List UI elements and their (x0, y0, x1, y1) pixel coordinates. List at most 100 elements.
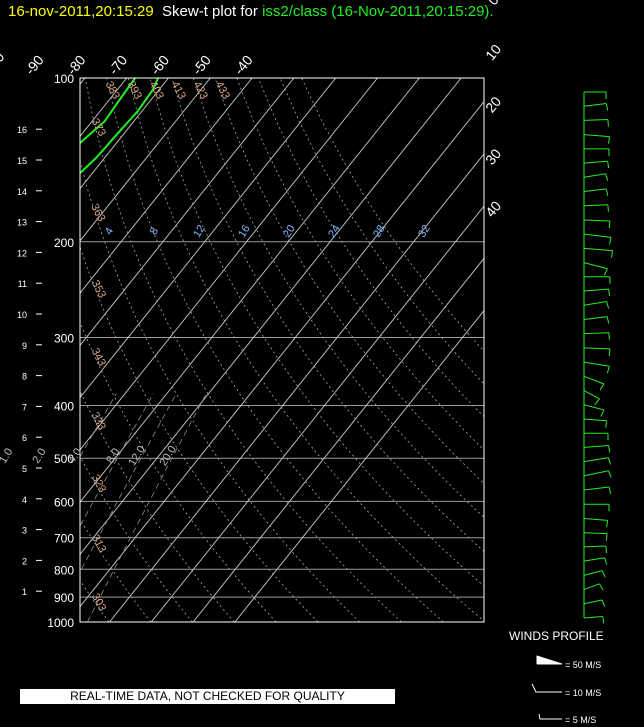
wind-barb-flag (608, 332, 610, 340)
wind-barb (583, 470, 609, 477)
isotherm-line (234, 309, 484, 622)
wind-barb-flag (605, 188, 609, 196)
wind-barb (583, 262, 608, 270)
right-temperature-label: 10 (482, 41, 504, 63)
isotherm-line (192, 257, 484, 622)
dry-adiabat-label: 343 (89, 346, 108, 368)
mixing-ratio-label: 16 (236, 223, 253, 240)
wind-barb (583, 347, 610, 350)
wind-barb-flag (608, 220, 611, 228)
dry-adiabat-line (80, 579, 110, 622)
height-tick-label: 6 (22, 433, 27, 443)
top-temperature-label: -100 (0, 49, 8, 81)
pressure-tick-label: 300 (54, 332, 74, 346)
wind-barb-flag (605, 533, 608, 541)
dry-adiabat-label: 383 (103, 79, 122, 101)
dry-adiabat-label: 413 (169, 79, 188, 101)
chart-title: 16-nov-2011,20:15:29 Skew-t plot for iss… (8, 3, 494, 20)
isotherm-line (0, 78, 1, 622)
wind-barb-flag (601, 599, 606, 607)
wind-barb-flag (611, 250, 614, 258)
wind-barb-flag (607, 457, 611, 465)
height-tick-label: 1 (22, 587, 27, 597)
wind-barb-flag (598, 583, 604, 591)
isotherm-line (80, 78, 420, 503)
mixing-ratio-label: 4 (103, 226, 116, 238)
dry-adiabat-line (193, 78, 484, 518)
height-tick-label: 16 (17, 125, 27, 135)
isotherm-line (80, 78, 462, 556)
wind-barb-flag (608, 445, 611, 453)
wind-barb (583, 188, 607, 193)
mixing-ratio-label: 1.0 (0, 446, 15, 465)
dry-adiabat-line (279, 78, 484, 385)
dry-adiabat-label: 313 (89, 533, 108, 555)
isotherm-line (80, 78, 337, 399)
pressure-tick-label: 100 (54, 72, 74, 86)
wind-legend-barb-icon (531, 683, 562, 693)
pressure-tick-label: 500 (54, 452, 74, 466)
wind-barb (583, 390, 600, 400)
wind-barb (583, 616, 603, 619)
wind-barb (583, 301, 607, 306)
grid-layer (0, 78, 484, 622)
title-suffix: (16-Nov-2011,20:15:29). (331, 3, 494, 20)
isotherm-line (80, 78, 211, 242)
wind-barb (583, 517, 608, 521)
pressure-tick-label: 800 (54, 563, 74, 577)
mixing-ratio-line (80, 393, 154, 527)
mixing-ratio-line (80, 393, 177, 573)
wind-barb (583, 545, 606, 548)
title-station: iss2/class (262, 3, 328, 20)
dry-adiabat-line (80, 158, 360, 622)
isotherm-line (150, 205, 484, 622)
wind-barb-flag (605, 546, 607, 554)
wind-barb (583, 570, 603, 576)
wind-legend-label: = 5 M/S (565, 715, 596, 725)
wind-barb (583, 599, 603, 605)
wind-barb (583, 103, 607, 107)
pressure-tick-label: 700 (54, 532, 74, 546)
wind-barb-flag (605, 173, 609, 181)
dry-adiabat-line (301, 78, 484, 352)
height-tick-label: 11 (18, 279, 27, 289)
dry-adiabat-line (149, 78, 484, 587)
dry-adiabat-label: 353 (89, 278, 108, 300)
wind-legend-halfbarb-icon (538, 713, 562, 720)
top-temperature-label: -50 (189, 52, 214, 78)
wind-barb (583, 486, 610, 491)
height-tick-label: 4 (22, 495, 27, 505)
title-prefix: Skew-t plot for (162, 3, 258, 20)
wind-barb-flag (608, 348, 611, 356)
dry-adiabat-label: 303 (89, 592, 108, 614)
isotherm-line (80, 100, 484, 608)
wind-barb-flag (602, 616, 605, 624)
wind-barb (583, 219, 610, 222)
mixing-ratio-label: 28 (371, 223, 388, 240)
wind-barb (583, 375, 605, 385)
isotherm-line (80, 78, 169, 190)
wind-barb-flag (600, 409, 605, 417)
top-temperature-label: -70 (105, 52, 130, 78)
height-tick-label: 9 (22, 341, 27, 351)
wind-barb (583, 404, 605, 411)
dry-adiabat-label: 393 (125, 79, 144, 101)
wind-barb (583, 204, 608, 207)
mixing-ratio-label: 12 (191, 223, 208, 240)
isotherm-line (80, 78, 295, 347)
title-datetime: 16-nov-2011,20:15:29 (8, 3, 154, 20)
height-tick-label: 15 (17, 156, 27, 166)
dry-adiabat-label: 323 (89, 473, 108, 495)
wind-barb-flag (606, 520, 609, 528)
wind-barb-flag (606, 316, 610, 324)
wind-barb (583, 173, 606, 178)
mixing-ratio-label: 32 (416, 223, 433, 240)
wind-barb-flag (594, 398, 600, 406)
pressure-tick-label: 400 (54, 400, 74, 414)
wind-barb-flag (608, 136, 611, 144)
wind-barb-flag (599, 383, 605, 391)
mixing-ratio-label: 20.0 (157, 444, 179, 469)
height-tick-label: 14 (17, 187, 27, 197)
wind-barb (583, 160, 608, 164)
